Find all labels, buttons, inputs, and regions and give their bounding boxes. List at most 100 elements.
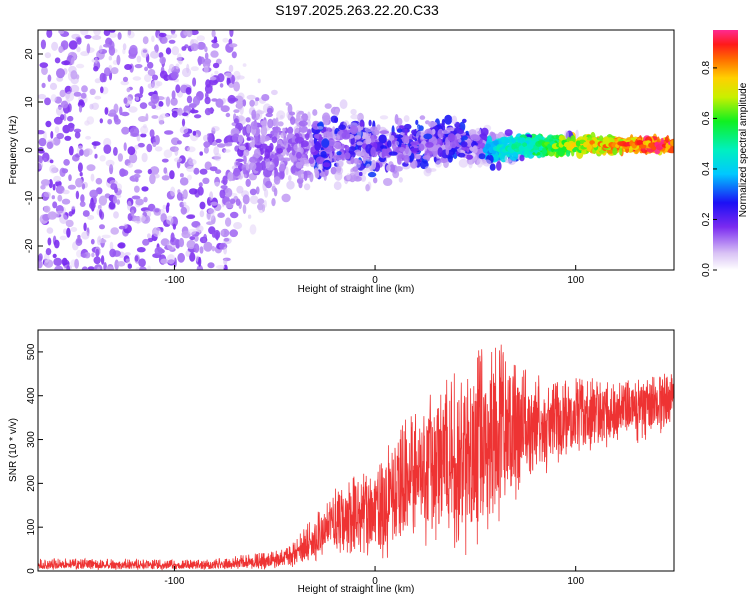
heatmap-cell: [168, 39, 176, 44]
snr-y-tick-label: 400: [26, 387, 37, 404]
heatmap-cell: [249, 195, 259, 205]
heatmap-cell: [166, 254, 176, 265]
heatmap-cell: [295, 161, 303, 169]
heatmap-cell: [207, 262, 215, 269]
heatmap-cell: [348, 172, 357, 183]
heatmap-cell: [86, 43, 91, 54]
heatmap-cell: [97, 204, 102, 210]
heatmap-cell: [410, 148, 420, 152]
heatmap-cell: [222, 175, 228, 186]
heatmap-cell: [229, 198, 236, 204]
heatmap-cell: [247, 214, 252, 219]
heatmap-cell: [551, 135, 560, 140]
heatmap-cell: [350, 114, 360, 120]
heatmap-cell: [303, 170, 308, 181]
heatmap-cell: [104, 107, 109, 115]
heatmap-cell: [135, 198, 144, 206]
heatmap-cell: [509, 151, 519, 161]
heatmap-cell: [418, 125, 424, 131]
heatmap-ridge-cell: [586, 144, 592, 151]
heatmap-cell: [235, 198, 241, 206]
heatmap-cell: [65, 91, 75, 102]
heatmap-cell: [293, 143, 301, 152]
heatmap-ridge-cell: [589, 140, 595, 145]
heatmap-cell: [154, 135, 160, 145]
heatmap-y-label: Frequency (Hz): [8, 116, 19, 185]
heatmap-cell: [186, 239, 196, 250]
heatmap-cell: [471, 134, 481, 142]
heatmap-cell: [334, 170, 343, 181]
heatmap-cell: [285, 102, 290, 106]
heatmap-cell: [214, 181, 221, 187]
heatmap-cell: [43, 205, 51, 213]
heatmap-cell: [277, 144, 281, 149]
heatmap-cell: [109, 32, 117, 38]
heatmap-cell: [112, 195, 117, 204]
heatmap-cell: [312, 109, 318, 116]
heatmap-cell: [260, 160, 267, 171]
heatmap-cell: [504, 129, 513, 137]
heatmap-cell: [84, 34, 92, 39]
heatmap-cell: [41, 66, 48, 75]
heatmap-cell: [120, 80, 129, 86]
heatmap-cell: [203, 146, 209, 154]
heatmap-cell: [619, 147, 623, 156]
heatmap-cell: [202, 237, 206, 243]
heatmap-cell: [52, 201, 58, 209]
heatmap-cell: [210, 201, 218, 206]
heatmap-cell: [150, 93, 160, 104]
heatmap-cell: [151, 35, 155, 43]
heatmap-x-ticks: -100 0 100: [164, 265, 584, 286]
heatmap-x-tick-label: 0: [372, 275, 378, 286]
heatmap-cell: [274, 155, 279, 167]
heatmap-cell: [374, 129, 380, 136]
heatmap-cell: [352, 166, 359, 172]
heatmap-cell: [333, 181, 342, 191]
heatmap-cell: [149, 129, 155, 138]
heatmap-cell: [84, 120, 90, 126]
heatmap-ridge-cell: [522, 142, 528, 147]
heatmap-cell: [349, 125, 359, 135]
heatmap-cell: [139, 215, 146, 222]
heatmap-cell: [462, 118, 467, 123]
heatmap-cell: [94, 57, 98, 64]
heatmap-cell: [71, 205, 76, 210]
heatmap-cell: [154, 45, 158, 51]
heatmap-cell: [141, 186, 149, 192]
heatmap-cell: [49, 159, 54, 164]
heatmap-cell: [283, 135, 287, 146]
heatmap-cell: [101, 234, 111, 239]
heatmap-cell: [298, 181, 303, 189]
heatmap-cell: [431, 145, 439, 152]
heatmap-cell: [61, 60, 70, 66]
heatmap-cell: [186, 166, 195, 172]
heatmap-cell: [367, 171, 377, 178]
heatmap-cell: [142, 124, 147, 129]
heatmap-cell: [45, 120, 52, 128]
heatmap-cell: [286, 180, 295, 190]
heatmap-y-tick-label: 20: [24, 48, 35, 60]
heatmap-cell: [136, 55, 142, 63]
heatmap-cells: [38, 30, 674, 270]
heatmap-cell: [275, 117, 279, 128]
heatmap-cell: [286, 133, 293, 139]
heatmap-cell: [394, 134, 404, 139]
heatmap-cell: [356, 141, 364, 146]
heatmap-cell: [419, 115, 426, 120]
heatmap-cell: [209, 78, 218, 86]
heatmap-cell: [170, 97, 178, 106]
heatmap-cell: [143, 196, 148, 203]
heatmap-cell: [365, 163, 371, 173]
heatmap-cell: [70, 70, 78, 80]
heatmap-cell: [228, 83, 235, 88]
heatmap-cell: [333, 141, 342, 151]
heatmap-cell: [54, 265, 64, 270]
heatmap-cell: [291, 166, 296, 174]
heatmap-cell: [203, 134, 210, 142]
heatmap-cell: [109, 164, 114, 174]
heatmap-cell: [47, 237, 52, 246]
heatmap-cell: [40, 179, 51, 186]
heatmap-cell: [196, 35, 205, 42]
heatmap-cell: [95, 248, 100, 258]
